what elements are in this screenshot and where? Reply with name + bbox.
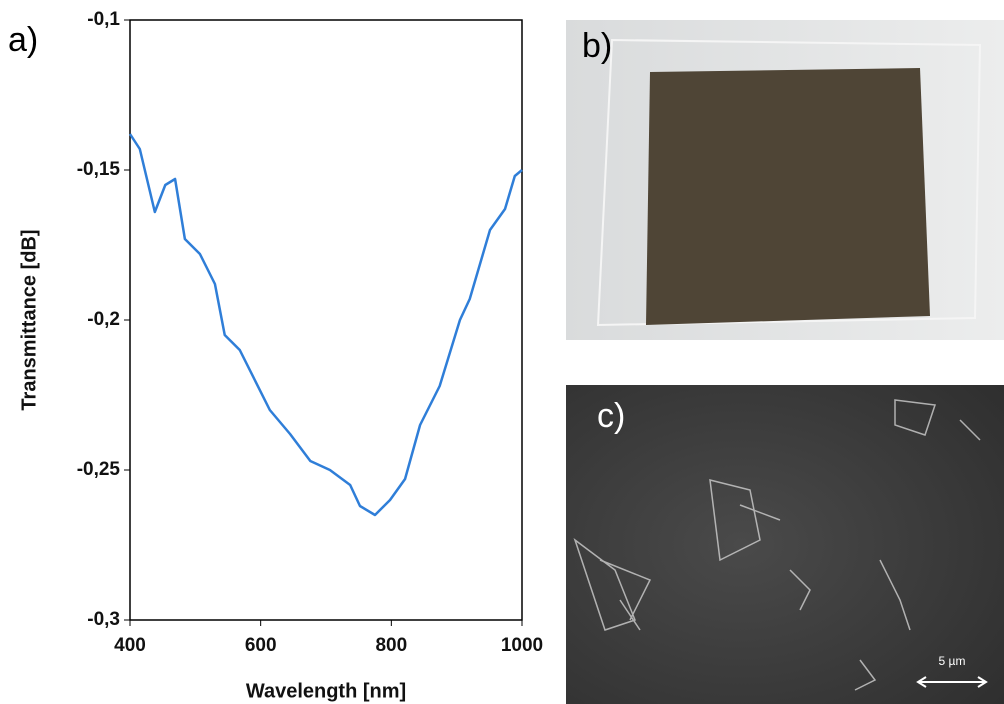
panel-label: a)	[8, 21, 38, 59]
data-line	[128, 133, 523, 517]
y-tick-label: -0,15	[77, 159, 121, 180]
glass-slide	[596, 38, 982, 327]
panel-label: b)	[582, 27, 612, 65]
x-tick-label: 1000	[501, 635, 543, 656]
y-tick-label: -0,3	[87, 609, 120, 630]
x-tick-label: 600	[245, 635, 277, 656]
sem-flakes	[573, 399, 981, 691]
y-axis-label: Transmittance [dB]	[18, 229, 40, 410]
film-sample	[646, 68, 930, 325]
x-tick-label: 800	[375, 635, 407, 656]
panel-label: c)	[597, 397, 625, 435]
y-tick-label: -0,1	[87, 9, 120, 30]
y-tick-label: -0,2	[87, 309, 120, 330]
scale-bar-label: 5 µm	[939, 654, 966, 668]
y-tick-label: -0,25	[77, 459, 121, 480]
plot-frame	[129, 19, 523, 621]
x-axis-label: Wavelength [nm]	[246, 680, 406, 702]
sem-image	[566, 385, 1004, 704]
scale-bar-arrows	[916, 676, 988, 688]
x-tick-label: 400	[114, 635, 146, 656]
